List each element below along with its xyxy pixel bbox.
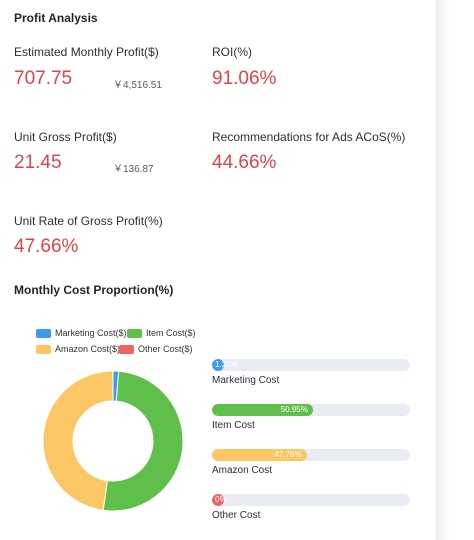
bar-fill-other [212, 494, 224, 506]
cost-donut-chart [42, 370, 184, 512]
bar-track-marketing: 1.29% [212, 359, 410, 371]
ads-acos-label: Recommendations for Ads ACoS(%) [212, 130, 406, 144]
unit-gross-profit-cny: ￥136.87 [113, 164, 154, 175]
ads-acos-value: 44.66% [212, 152, 277, 173]
legend-swatch-item [127, 328, 142, 338]
monthly-profit-value: 707.75 [14, 68, 73, 89]
bar-row-other: 0% Other Cost [212, 494, 410, 521]
roi-value: 91.06% [212, 68, 277, 89]
legend-item-other[interactable]: Other Cost($) [119, 344, 193, 354]
bar-fill-marketing [212, 359, 224, 371]
profit-analysis-panel: Profit Analysis Estimated Monthly Profit… [0, 0, 436, 540]
bar-row-marketing: 1.29% Marketing Cost [212, 359, 410, 386]
bar-track-amazon: 47.76% [212, 449, 410, 461]
legend-swatch-marketing [36, 328, 51, 338]
bar-track-other: 0% [212, 494, 410, 506]
bar-label-amazon: Amazon Cost [212, 465, 273, 476]
unit-gross-profit-value: 21.45 [14, 152, 62, 173]
bar-track-item: 50.95% [212, 404, 410, 416]
legend-label-other: Other Cost($) [138, 344, 193, 354]
donut-slice-item-cost[interactable] [102, 370, 184, 512]
bar-row-item: 50.95% Item Cost [212, 404, 410, 431]
bar-label-item: Item Cost [212, 420, 255, 431]
unit-gross-profit-label: Unit Gross Profit($) [14, 130, 117, 144]
monthly-profit-cny: ￥4,516.51 [113, 80, 162, 91]
bar-fill-item [212, 404, 313, 416]
bar-fill-amazon [212, 449, 307, 461]
bar-row-amazon: 47.76% Amazon Cost [212, 449, 410, 476]
unit-rate-label: Unit Rate of Gross Profit(%) [14, 214, 163, 228]
bar-percent-amazon: 47.76% [274, 450, 302, 459]
legend-swatch-other [119, 344, 134, 354]
bar-label-other: Other Cost [212, 510, 261, 521]
bar-percent-marketing: 1.29% [215, 360, 238, 369]
page-title: Profit Analysis [14, 11, 98, 25]
bar-percent-other: 0% [215, 495, 227, 504]
bar-label-marketing: Marketing Cost [212, 375, 280, 386]
legend-item-item[interactable]: Item Cost($) [127, 328, 196, 338]
bar-percent-item: 50.95% [280, 405, 308, 414]
legend-swatch-amazon [36, 344, 51, 354]
donut-slice-amazon-cost[interactable] [42, 370, 114, 511]
legend-item-marketing[interactable]: Marketing Cost($) [36, 328, 127, 338]
unit-rate-value: 47.66% [14, 236, 79, 257]
legend-label-marketing: Marketing Cost($) [55, 328, 127, 338]
cost-proportion-title: Monthly Cost Proportion(%) [14, 283, 174, 297]
roi-label: ROI(%) [212, 45, 252, 59]
legend-item-amazon[interactable]: Amazon Cost($) [36, 344, 120, 354]
legend-label-item: Item Cost($) [146, 328, 196, 338]
right-edge [436, 0, 474, 540]
legend-label-amazon: Amazon Cost($) [55, 344, 121, 354]
monthly-profit-label: Estimated Monthly Profit($) [14, 45, 159, 59]
